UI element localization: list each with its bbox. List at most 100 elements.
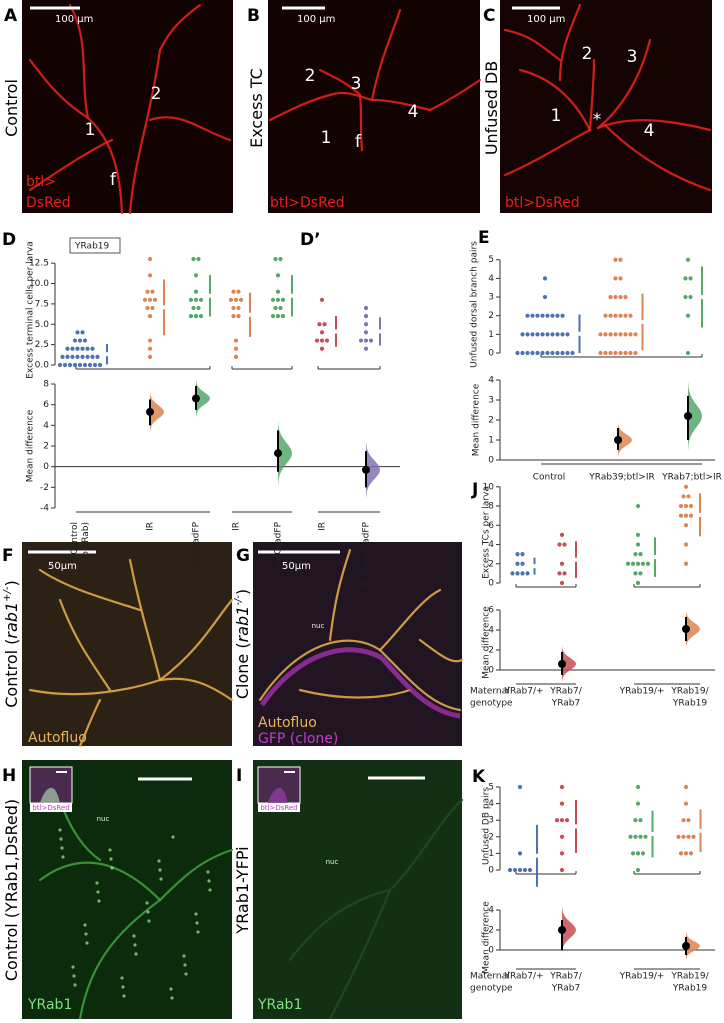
data-point bbox=[57, 362, 63, 368]
data-point bbox=[625, 561, 631, 566]
vesicle bbox=[169, 987, 173, 991]
channel-label: Autofluo bbox=[28, 730, 87, 746]
legend-label: YRab19 bbox=[74, 242, 110, 252]
vesicle bbox=[72, 974, 76, 978]
data-point bbox=[630, 851, 636, 856]
vesicle bbox=[84, 932, 88, 936]
bootstrap-distribution bbox=[562, 907, 576, 953]
y-tick-label: 2 bbox=[43, 442, 49, 452]
x-tick-label: IR + deGradFP bbox=[362, 521, 372, 587]
y-axis-title: Mean difference bbox=[26, 409, 36, 482]
data-point bbox=[618, 294, 623, 300]
vesicle bbox=[122, 994, 126, 998]
x-axis-title: Maternal bbox=[470, 687, 510, 697]
data-point bbox=[635, 532, 641, 538]
channel-label: GFP (clone) bbox=[258, 731, 338, 747]
data-point bbox=[683, 542, 689, 547]
data-point bbox=[72, 338, 78, 343]
data-point bbox=[540, 350, 545, 356]
tissue-branch bbox=[388, 798, 464, 892]
data-point bbox=[681, 834, 686, 839]
data-point bbox=[87, 362, 93, 368]
mean-difference bbox=[146, 407, 154, 416]
x-tick-label: (no YRab) bbox=[81, 522, 91, 566]
bootstrap-distribution bbox=[196, 380, 210, 417]
channel-label: btl> bbox=[26, 174, 56, 190]
data-point bbox=[618, 313, 623, 318]
channel-label: DsRed bbox=[26, 195, 71, 211]
data-point bbox=[635, 784, 641, 790]
tissue-branch bbox=[358, 93, 364, 152]
data-point bbox=[319, 346, 325, 351]
data-point bbox=[681, 818, 686, 823]
micrograph bbox=[500, 0, 712, 213]
data-point bbox=[623, 294, 628, 300]
data-point bbox=[75, 354, 80, 359]
tissue-branch bbox=[503, 28, 562, 62]
vesicle bbox=[194, 912, 198, 916]
side-label: Control bbox=[2, 79, 21, 137]
data-point bbox=[683, 503, 689, 509]
data-point bbox=[147, 256, 153, 262]
data-point bbox=[193, 289, 199, 294]
data-point bbox=[618, 257, 623, 262]
data-point bbox=[570, 350, 575, 356]
tissue-branch bbox=[158, 848, 234, 902]
tissue-branch bbox=[128, 558, 162, 682]
data-point bbox=[319, 297, 325, 302]
data-point bbox=[231, 289, 236, 294]
tissue-branch bbox=[503, 128, 592, 177]
y-tick-label: 2.5 bbox=[35, 340, 49, 350]
tissue-branch bbox=[328, 548, 352, 642]
vesicle bbox=[147, 919, 151, 923]
vesicle bbox=[59, 837, 63, 841]
panel-letter: H bbox=[2, 766, 16, 786]
data-point bbox=[150, 305, 155, 311]
y-tick-label: 8 bbox=[43, 380, 49, 390]
data-point bbox=[688, 851, 694, 856]
panel-letter: D’ bbox=[300, 230, 321, 250]
x-tick-label: deGradFP bbox=[192, 521, 202, 565]
side-label: Control (rab1+/-) bbox=[2, 580, 21, 708]
inset-cell bbox=[40, 787, 60, 803]
data-point bbox=[535, 313, 540, 318]
x-tick-label: YRab7;btl>IR bbox=[661, 473, 722, 483]
annotation: 4 bbox=[408, 102, 419, 122]
vesicle bbox=[132, 934, 136, 938]
data-point bbox=[678, 503, 684, 509]
channel-label: YRab1 bbox=[257, 997, 302, 1013]
data-point bbox=[314, 338, 320, 343]
data-point bbox=[688, 503, 694, 509]
tissue-branch bbox=[328, 888, 392, 1021]
y-axis-title: Excess TCs per larva bbox=[482, 486, 492, 579]
channel-label: Autofluo bbox=[258, 715, 317, 731]
data-point bbox=[608, 313, 613, 318]
data-point bbox=[557, 571, 562, 576]
data-point bbox=[363, 330, 369, 335]
vesicle bbox=[71, 965, 75, 969]
data-point bbox=[520, 561, 525, 566]
data-point bbox=[515, 561, 520, 566]
data-point bbox=[640, 561, 646, 566]
data-point bbox=[633, 571, 638, 576]
y-tick-label: 0 bbox=[488, 456, 494, 466]
data-point bbox=[520, 552, 525, 557]
data-point bbox=[550, 313, 555, 318]
side-label-part: YRab1-YFPi bbox=[233, 846, 252, 934]
x-tick-label: YRab19/ bbox=[670, 687, 709, 697]
data-point bbox=[520, 332, 525, 337]
data-point bbox=[233, 297, 239, 302]
y-tick-label: 6 bbox=[488, 606, 494, 616]
bootstrap-distribution bbox=[688, 382, 702, 450]
vesicle bbox=[96, 890, 100, 894]
bootstrap-distribution bbox=[562, 646, 576, 682]
data-point bbox=[638, 552, 643, 557]
mean-difference bbox=[558, 660, 566, 668]
data-point bbox=[688, 294, 693, 300]
data-point bbox=[638, 571, 643, 576]
y-tick-label: 4 bbox=[488, 906, 494, 916]
data-point bbox=[236, 289, 241, 294]
data-point bbox=[80, 330, 85, 335]
data-point bbox=[638, 818, 643, 823]
data-point bbox=[231, 314, 236, 319]
